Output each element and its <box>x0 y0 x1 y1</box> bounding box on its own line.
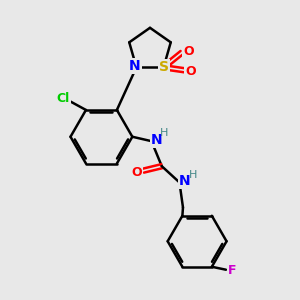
Text: O: O <box>183 45 194 58</box>
Text: N: N <box>179 174 190 188</box>
Text: S: S <box>159 60 169 74</box>
Text: O: O <box>132 166 142 178</box>
Text: O: O <box>185 65 196 78</box>
Text: N: N <box>129 59 141 73</box>
Text: F: F <box>228 264 237 277</box>
Text: Cl: Cl <box>57 92 70 105</box>
Text: N: N <box>151 133 163 147</box>
Text: H: H <box>160 128 168 138</box>
Text: H: H <box>188 170 197 180</box>
